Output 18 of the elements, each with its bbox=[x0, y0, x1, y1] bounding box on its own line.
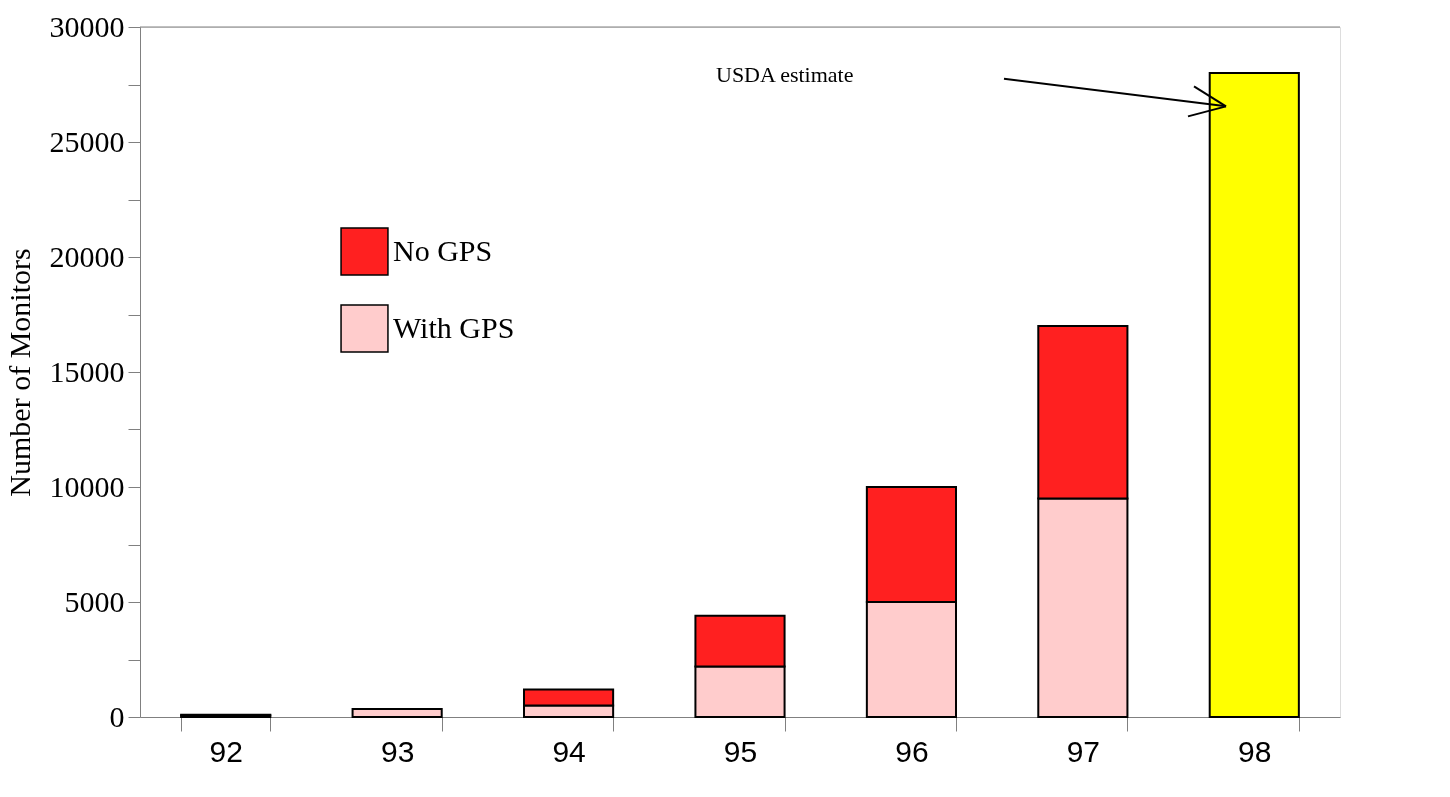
y-tick-label: 10000 bbox=[49, 469, 125, 503]
y-axis-title: Number of Monitors bbox=[2, 248, 36, 497]
x-tick-label: 94 bbox=[552, 734, 586, 768]
x-tick-label: 95 bbox=[723, 734, 758, 768]
x-tick-label: 96 bbox=[895, 734, 929, 768]
y-tick-label: 20000 bbox=[49, 239, 125, 273]
y-tick-label: 30000 bbox=[49, 9, 125, 43]
annotation: USDA estimate bbox=[716, 62, 854, 88]
x-tick-label: 93 bbox=[380, 734, 415, 768]
x-tick-label: 92 bbox=[209, 734, 243, 768]
x-tick-label: 97 bbox=[1066, 734, 1101, 768]
legend-label: No GPS bbox=[393, 233, 493, 267]
y-tick-label: 25000 bbox=[49, 124, 125, 158]
legend-label: With GPS bbox=[393, 310, 515, 344]
x-tick-label: 98 bbox=[1238, 734, 1272, 768]
y-tick-label: 0 bbox=[109, 699, 125, 733]
y-tick-label: 15000 bbox=[49, 354, 125, 388]
y-tick-label: 5000 bbox=[64, 584, 125, 618]
